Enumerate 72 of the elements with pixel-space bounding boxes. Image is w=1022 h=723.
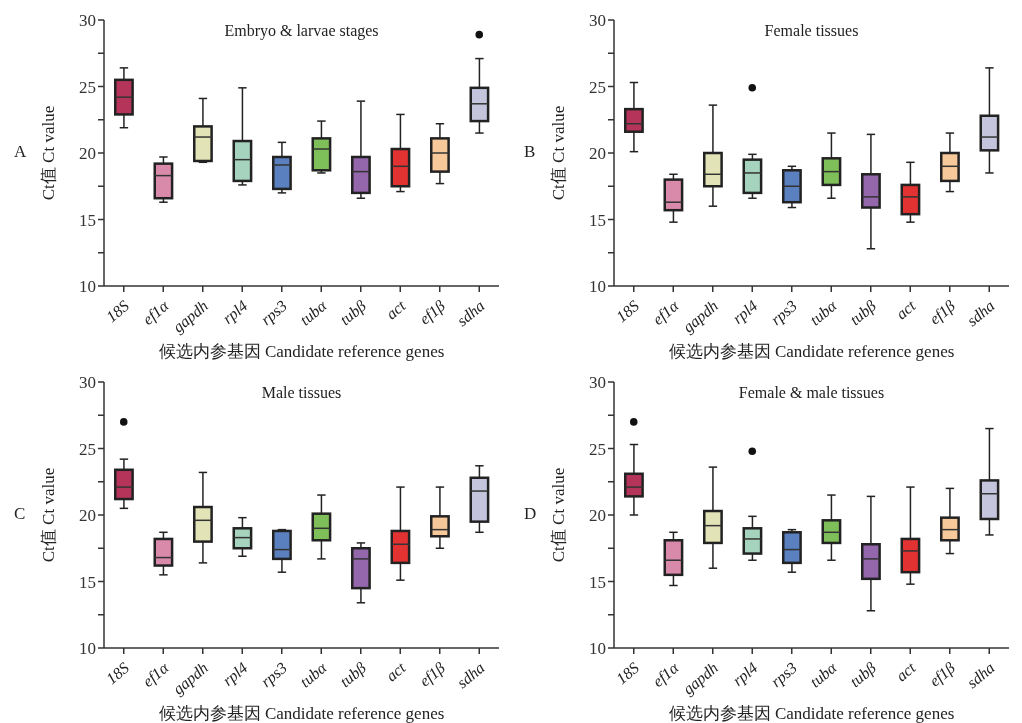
- y-tick-label: 20: [79, 506, 96, 526]
- x-tick-label: sdha: [453, 296, 488, 330]
- x-tick-label: ef1α: [139, 296, 173, 329]
- y-tick-label: 25: [79, 77, 96, 97]
- chart-title: Female tissues: [763, 22, 860, 40]
- x-tick-label: tubβ: [846, 296, 880, 329]
- x-tick-label: rps3: [257, 296, 291, 330]
- x-tick-label: ef1α: [649, 296, 683, 329]
- x-tick-label: 18S: [102, 296, 133, 326]
- text: A: [14, 142, 27, 162]
- y-tick-label: 15: [589, 210, 606, 230]
- x-tick-label: ef1β: [416, 658, 449, 691]
- x-tick-label: tubα: [806, 658, 841, 691]
- x-tick-label: rpl4: [219, 296, 252, 328]
- y-tick-label: 25: [589, 439, 606, 459]
- y-tick-label: 30: [79, 11, 96, 31]
- y-axis-title: Ct值 Ct value: [547, 467, 569, 563]
- y-tick-label: 15: [79, 210, 96, 230]
- x-tick-label: ef1β: [416, 296, 449, 329]
- x-tick-label: tubβ: [336, 658, 370, 691]
- x-tick-label: act: [382, 658, 410, 685]
- y-tick-label: 25: [79, 439, 96, 459]
- y-tick-label: 10: [589, 277, 606, 297]
- x-axis-title: 候选内参基因 Candidate reference genes: [157, 341, 446, 363]
- y-tick-label: 30: [589, 373, 606, 393]
- x-tick-label: 18S: [102, 658, 133, 688]
- y-tick-label: 15: [589, 572, 606, 592]
- y-axis-title: Ct值 Ct value: [547, 105, 569, 201]
- x-tick-label: rps3: [767, 658, 801, 692]
- x-tick-label: ef1β: [926, 296, 959, 329]
- text: C: [14, 504, 26, 524]
- y-axis-title: Ct值 Ct value: [37, 467, 59, 563]
- x-tick-label: sdha: [453, 658, 488, 692]
- x-tick-label: rpl4: [729, 658, 762, 690]
- x-tick-label: tubα: [296, 658, 331, 691]
- x-tick-label: tubα: [806, 296, 841, 329]
- x-tick-label: 18S: [612, 658, 643, 688]
- x-tick-label: act: [892, 658, 920, 685]
- x-tick-label: ef1β: [926, 658, 959, 691]
- x-tick-label: rps3: [257, 658, 291, 692]
- chart-title: Embryo & larvae stages: [223, 22, 380, 40]
- chart-title: Female & male tissues: [737, 384, 886, 402]
- x-axis-title: 候选内参基因 Candidate reference genes: [157, 703, 446, 723]
- x-tick-label: sdha: [963, 658, 998, 692]
- y-tick-label: 25: [589, 77, 606, 97]
- x-tick-label: 18S: [612, 296, 643, 326]
- x-tick-label: ef1α: [139, 658, 173, 691]
- x-axis-title: 候选内参基因 Candidate reference genes: [667, 341, 956, 363]
- x-tick-label: act: [892, 296, 920, 323]
- x-tick-label: tubβ: [336, 296, 370, 329]
- y-tick-label: 15: [79, 572, 96, 592]
- x-tick-label: rps3: [767, 296, 801, 330]
- x-tick-label: sdha: [963, 296, 998, 330]
- x-tick-label: ef1α: [649, 658, 683, 691]
- y-tick-label: 10: [79, 639, 96, 659]
- y-tick-label: 30: [79, 373, 96, 393]
- x-tick-label: tubα: [296, 296, 331, 329]
- y-tick-label: 20: [589, 506, 606, 526]
- chart-title: Male tissues: [260, 384, 343, 402]
- y-tick-label: 10: [589, 639, 606, 659]
- text: B: [524, 142, 536, 162]
- x-tick-label: rpl4: [729, 296, 762, 328]
- x-tick-label: act: [382, 296, 410, 323]
- y-tick-label: 30: [589, 11, 606, 31]
- y-tick-label: 20: [589, 144, 606, 164]
- y-tick-label: 20: [79, 144, 96, 164]
- x-tick-label: tubβ: [846, 658, 880, 691]
- y-tick-label: 10: [79, 277, 96, 297]
- text: D: [524, 504, 537, 524]
- y-axis-title: Ct值 Ct value: [37, 105, 59, 201]
- x-tick-label: rpl4: [219, 658, 252, 690]
- x-axis-title: 候选内参基因 Candidate reference genes: [667, 703, 956, 723]
